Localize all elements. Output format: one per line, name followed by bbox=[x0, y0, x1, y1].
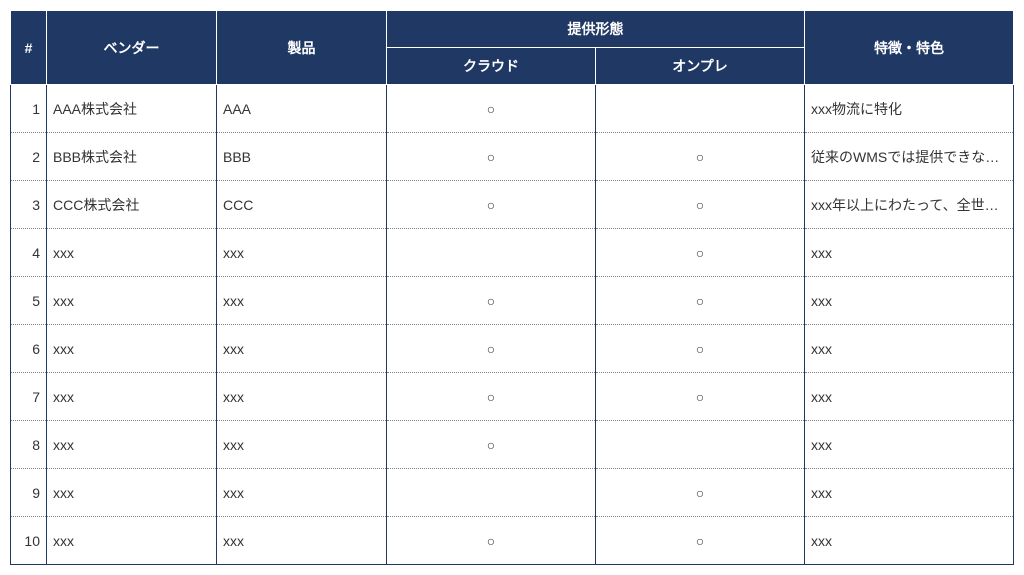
comparison-table: # ベンダー 製品 提供形態 特徴・特色 クラウド オンプレ 1AAA株式会社A… bbox=[10, 10, 1014, 565]
cell-onpre bbox=[596, 421, 805, 469]
cell-num: 7 bbox=[11, 373, 47, 421]
cell-num: 9 bbox=[11, 469, 47, 517]
cell-feature: xxx bbox=[805, 469, 1014, 517]
cell-onpre bbox=[596, 85, 805, 133]
cell-product: xxx bbox=[217, 421, 387, 469]
table-header: # ベンダー 製品 提供形態 特徴・特色 クラウド オンプレ bbox=[11, 11, 1014, 85]
cell-vendor: AAA株式会社 bbox=[47, 85, 217, 133]
table-row: 6xxxxxx○○xxx bbox=[11, 325, 1014, 373]
table-row: 5xxxxxx○○xxx bbox=[11, 277, 1014, 325]
header-cloud: クラウド bbox=[387, 48, 596, 85]
table-row: 7xxxxxx○○xxx bbox=[11, 373, 1014, 421]
cell-num: 10 bbox=[11, 517, 47, 565]
table-row: 1AAA株式会社AAA○ xxx物流に特化 bbox=[11, 85, 1014, 133]
cell-product: xxx bbox=[217, 517, 387, 565]
table-row: 8xxxxxx○xxx bbox=[11, 421, 1014, 469]
cell-num: 6 bbox=[11, 325, 47, 373]
header-vendor: ベンダー bbox=[47, 11, 217, 85]
cell-product: xxx bbox=[217, 325, 387, 373]
cell-num: 4 bbox=[11, 229, 47, 277]
cell-cloud: ○ bbox=[387, 517, 596, 565]
cell-product: xxx bbox=[217, 469, 387, 517]
table-body: 1AAA株式会社AAA○xxx物流に特化2BBB株式会社BBB○○従来のWMSで… bbox=[11, 85, 1014, 565]
cell-product: CCC bbox=[217, 181, 387, 229]
cell-onpre: ○ bbox=[596, 517, 805, 565]
cell-feature: xxx bbox=[805, 325, 1014, 373]
cell-vendor: xxx bbox=[47, 277, 217, 325]
table-row: 9xxxxxx○xxx bbox=[11, 469, 1014, 517]
cell-cloud bbox=[387, 469, 596, 517]
cell-product: xxx bbox=[217, 229, 387, 277]
header-feature: 特徴・特色 bbox=[805, 11, 1014, 85]
cell-cloud: ○ bbox=[387, 85, 596, 133]
cell-feature: xxx bbox=[805, 373, 1014, 421]
cell-cloud: ○ bbox=[387, 181, 596, 229]
cell-vendor: xxx bbox=[47, 421, 217, 469]
cell-cloud bbox=[387, 229, 596, 277]
cell-feature: xxx bbox=[805, 421, 1014, 469]
cell-cloud: ○ bbox=[387, 373, 596, 421]
cell-product: AAA bbox=[217, 85, 387, 133]
cell-num: 8 bbox=[11, 421, 47, 469]
cell-feature: xxx bbox=[805, 229, 1014, 277]
header-num: # bbox=[11, 11, 47, 85]
cell-num: 1 bbox=[11, 85, 47, 133]
cell-vendor: xxx bbox=[47, 229, 217, 277]
cell-onpre: ○ bbox=[596, 325, 805, 373]
table-row: 2BBB株式会社BBB○○従来のWMSでは提供できなかった先進テクノロジーを・・… bbox=[11, 133, 1014, 181]
cell-product: xxx bbox=[217, 277, 387, 325]
table-row: 4xxxxxx○xxx bbox=[11, 229, 1014, 277]
cell-vendor: BBB株式会社 bbox=[47, 133, 217, 181]
cell-onpre: ○ bbox=[596, 373, 805, 421]
cell-feature: 従来のWMSでは提供できなかった先進テクノロジーを・・・ bbox=[805, 133, 1014, 181]
cell-cloud: ○ bbox=[387, 325, 596, 373]
cell-feature: xxx物流に特化 bbox=[805, 85, 1014, 133]
cell-vendor: xxx bbox=[47, 325, 217, 373]
cell-vendor: xxx bbox=[47, 373, 217, 421]
cell-onpre: ○ bbox=[596, 181, 805, 229]
cell-feature: xxx年以上にわたって、全世界・・・ bbox=[805, 181, 1014, 229]
table-row: 10xxxxxx○○xxx bbox=[11, 517, 1014, 565]
header-onpre: オンプレ bbox=[596, 48, 805, 85]
cell-vendor: xxx bbox=[47, 469, 217, 517]
cell-vendor: CCC株式会社 bbox=[47, 181, 217, 229]
cell-vendor: xxx bbox=[47, 517, 217, 565]
table-row: 3CCC株式会社CCC○○xxx年以上にわたって、全世界・・・ bbox=[11, 181, 1014, 229]
cell-onpre: ○ bbox=[596, 277, 805, 325]
header-delivery-group: 提供形態 bbox=[387, 11, 805, 48]
cell-onpre: ○ bbox=[596, 229, 805, 277]
cell-onpre: ○ bbox=[596, 133, 805, 181]
cell-cloud: ○ bbox=[387, 277, 596, 325]
cell-num: 5 bbox=[11, 277, 47, 325]
header-product: 製品 bbox=[217, 11, 387, 85]
cell-onpre: ○ bbox=[596, 469, 805, 517]
cell-num: 3 bbox=[11, 181, 47, 229]
cell-product: xxx bbox=[217, 373, 387, 421]
cell-feature: xxx bbox=[805, 277, 1014, 325]
cell-feature: xxx bbox=[805, 517, 1014, 565]
cell-cloud: ○ bbox=[387, 133, 596, 181]
cell-product: BBB bbox=[217, 133, 387, 181]
cell-num: 2 bbox=[11, 133, 47, 181]
comparison-table-container: # ベンダー 製品 提供形態 特徴・特色 クラウド オンプレ 1AAA株式会社A… bbox=[10, 10, 1014, 565]
cell-cloud: ○ bbox=[387, 421, 596, 469]
